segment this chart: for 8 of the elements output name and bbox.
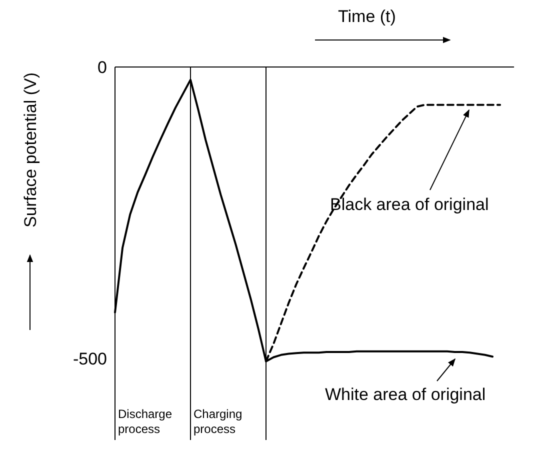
annotation: White area of original (325, 385, 486, 404)
annotation: Discharge process (118, 407, 172, 436)
annotation: Charging process (194, 407, 242, 436)
y-tick-label: 0 (98, 58, 107, 77)
annotation: Black area of original (330, 195, 489, 214)
y-axis-title: Surface potential (V) (20, 72, 40, 228)
x-axis-title: Time (t) (338, 7, 396, 26)
y-tick-label: -500 (72, 349, 107, 368)
